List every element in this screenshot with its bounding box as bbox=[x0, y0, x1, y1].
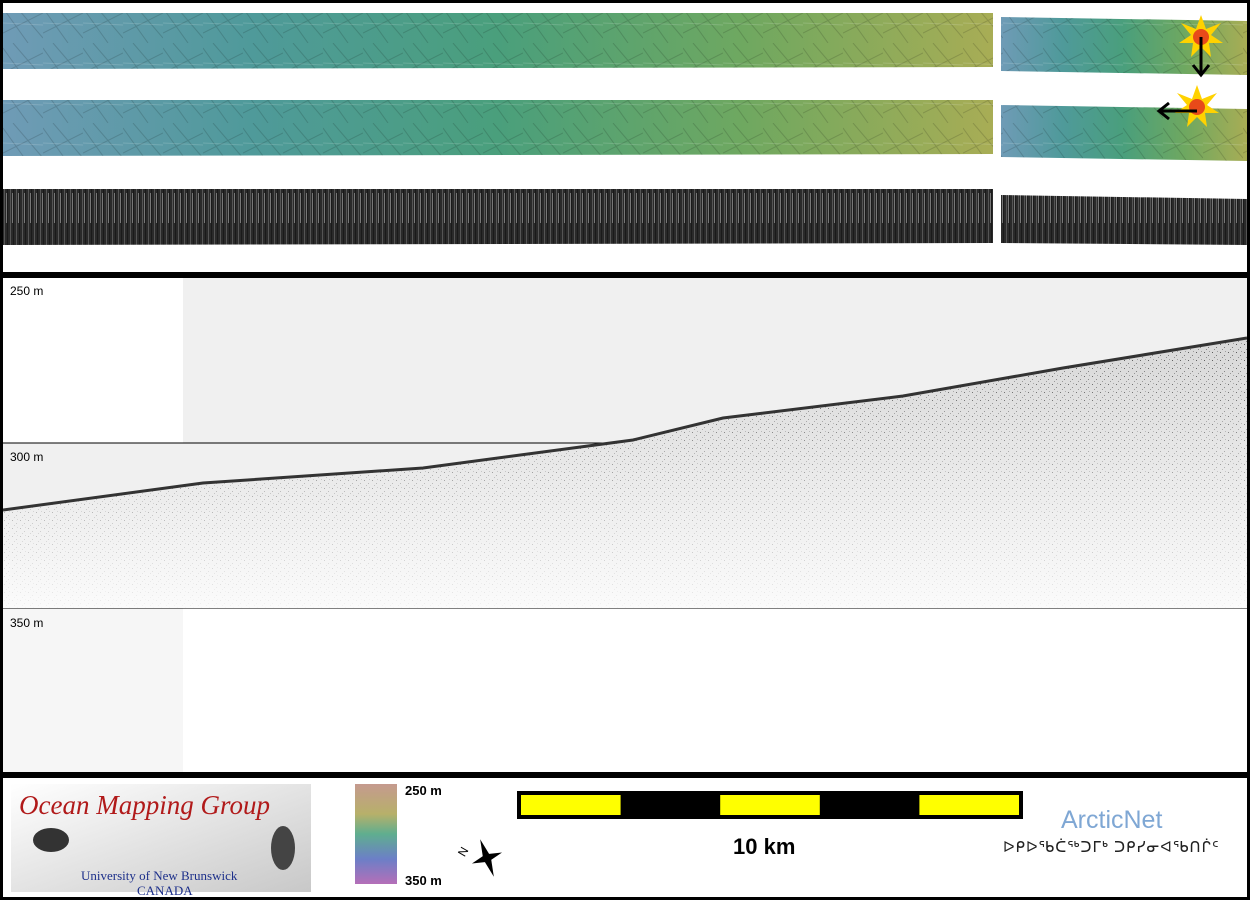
sun-illumination-icon-horizontal bbox=[1156, 85, 1219, 127]
sun-illumination-icon-vertical bbox=[1179, 15, 1223, 78]
depth-label-250: 250 m bbox=[10, 284, 44, 298]
ocean-mapping-country: CANADA bbox=[137, 883, 193, 898]
depth-label-300: 300 m bbox=[10, 450, 44, 464]
arcticnet-logo-text: ArcticNet bbox=[1061, 806, 1163, 834]
depth-label-350: 350 m bbox=[10, 616, 44, 630]
colorbar-top-label: 250 m bbox=[405, 783, 442, 798]
swath-strips bbox=[3, 13, 1247, 245]
svg-text:N: N bbox=[455, 844, 471, 859]
backscatter-strip bbox=[3, 189, 1247, 245]
bathymetry-strip-2 bbox=[3, 100, 1247, 161]
bathymetry-strip-1 bbox=[3, 13, 1247, 75]
ocean-mapping-university: University of New Brunswick bbox=[81, 868, 238, 883]
colorbar-bottom-label: 350 m bbox=[405, 873, 442, 888]
subbottom-profile-panel: 250 m 300 m 350 m bbox=[3, 278, 1247, 772]
legend-footer: Ocean Mapping Group University of New Br… bbox=[3, 778, 1247, 898]
depth-colorbar bbox=[355, 784, 397, 884]
north-arrow-icon: N bbox=[455, 839, 503, 877]
ocean-mapping-title: Ocean Mapping Group bbox=[19, 790, 270, 820]
scale-segment bbox=[919, 795, 1019, 815]
swath-map-panel bbox=[3, 3, 1247, 272]
arcticnet-syllabics: ᐅᑭᐅᖃᑖᖅᑐᒥᒃ ᑐᑭᓯᓂᐊᖃᑎᒌᑦ bbox=[1003, 839, 1220, 856]
subbottom-profile bbox=[3, 278, 1247, 772]
scale-segment bbox=[521, 795, 621, 815]
ocean-logo-art bbox=[11, 784, 311, 892]
scale-segment bbox=[720, 795, 820, 815]
scale-bar bbox=[517, 791, 1023, 819]
ocean-mapping-group-logo: Ocean Mapping Group University of New Br… bbox=[11, 784, 311, 898]
scale-label: 10 km bbox=[733, 834, 796, 859]
